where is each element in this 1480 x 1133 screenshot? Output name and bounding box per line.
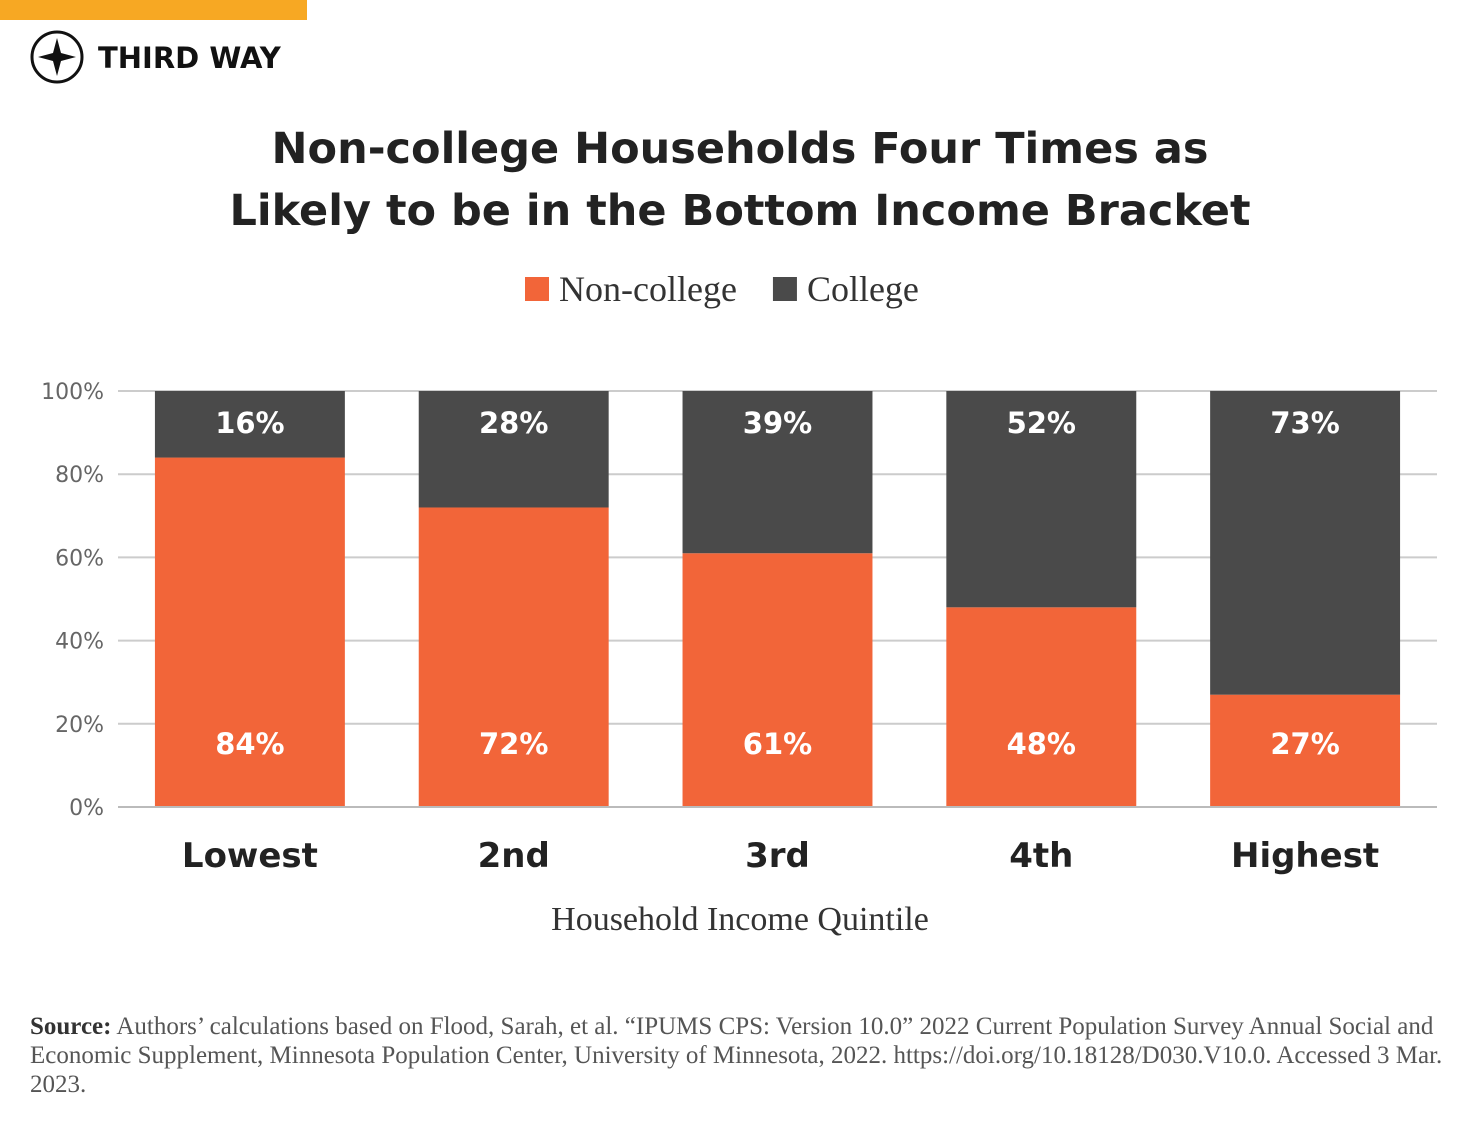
bar-segment (154, 391, 345, 458)
x-axis-title: Household Income Quintile (551, 901, 929, 938)
bar-segment (946, 607, 1137, 807)
data-label: 52% (1007, 406, 1076, 440)
y-tick-label: 100% (41, 380, 104, 405)
legend-label: College (807, 269, 919, 309)
bar-segment (1210, 391, 1401, 695)
legend-label: Non-college (559, 269, 737, 309)
y-tick-label: 0% (69, 796, 104, 821)
data-label: 27% (1270, 727, 1339, 761)
bar-segment (946, 391, 1137, 608)
logo-star (38, 38, 76, 76)
y-tick-label: 40% (55, 630, 104, 655)
bar-segment (682, 391, 873, 554)
bar-segment (418, 391, 609, 508)
source-text: Authors’ calculations based on Flood, Sa… (30, 1013, 1443, 1098)
brand-bar (0, 0, 307, 20)
data-label: 16% (215, 406, 284, 440)
y-tick-label: 80% (55, 463, 104, 488)
data-label: 84% (215, 727, 284, 761)
data-label: 61% (743, 727, 812, 761)
data-label: 28% (479, 406, 548, 440)
logo-text: THIRD WAY (98, 41, 282, 75)
bar-segment (682, 553, 873, 807)
x-tick-label: Lowest (182, 836, 318, 876)
chart-title: Non-college Households Four Times as Lik… (229, 124, 1251, 236)
y-tick-label: 20% (55, 713, 104, 738)
legend-swatch (772, 277, 797, 301)
y-tick-label: 60% (55, 546, 104, 571)
legend-swatch (525, 277, 549, 301)
logo-icon (30, 30, 84, 84)
data-label: 39% (743, 406, 812, 440)
data-label: 73% (1270, 406, 1339, 440)
source-note: Source: Authors’ calculations based on F… (30, 1012, 1450, 1099)
data-label: 72% (479, 727, 548, 761)
x-tick-label: 2nd (478, 836, 550, 876)
x-tick-label: Highest (1231, 836, 1379, 876)
bar-segment (154, 457, 345, 807)
x-tick-label: 4th (1009, 836, 1073, 876)
bar-segment (1210, 694, 1401, 807)
source-label: Source: (30, 1013, 112, 1040)
data-label: 48% (1007, 727, 1076, 761)
x-tick-label: 3rd (745, 836, 810, 876)
bar-segment (418, 507, 609, 807)
